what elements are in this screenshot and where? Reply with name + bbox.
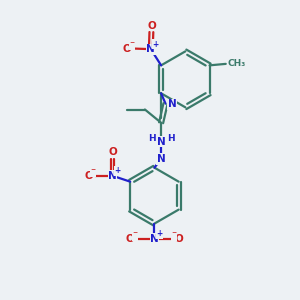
Text: H: H (168, 134, 175, 143)
Text: O: O (108, 147, 117, 157)
Text: O: O (174, 234, 183, 244)
Text: O: O (122, 44, 131, 54)
Text: +: + (156, 230, 163, 238)
Text: N: N (157, 154, 166, 164)
Text: N: N (157, 137, 166, 147)
Text: O: O (84, 171, 93, 181)
Text: O: O (126, 234, 135, 244)
Text: H: H (148, 134, 155, 143)
Text: ⁻: ⁻ (129, 40, 134, 50)
Text: N: N (108, 171, 117, 181)
Text: +: + (114, 166, 121, 175)
Text: N: N (168, 99, 176, 109)
Text: N: N (150, 234, 159, 244)
Text: +: + (153, 40, 159, 49)
Text: O: O (147, 21, 156, 31)
Text: ⁻: ⁻ (171, 230, 176, 240)
Text: ⁻: ⁻ (91, 167, 96, 177)
Text: ⁻: ⁻ (133, 230, 138, 240)
Text: N: N (146, 44, 155, 54)
Text: CH₃: CH₃ (228, 59, 246, 68)
